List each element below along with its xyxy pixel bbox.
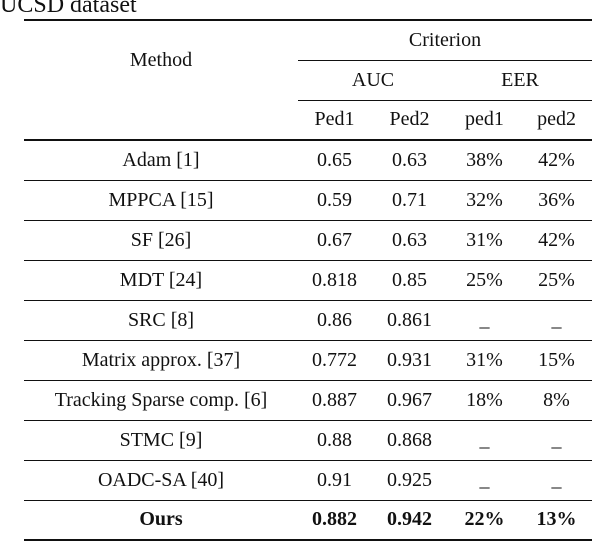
method-cell: MPPCA [15] — [108, 188, 214, 211]
value-cell: 0.86 — [317, 308, 352, 331]
sub-header-ped1-auc: Ped1 — [314, 108, 355, 131]
value-cell: 0.861 — [387, 308, 432, 331]
value-cell: 13% — [536, 508, 577, 531]
value-cell: 0.91 — [317, 468, 352, 491]
caption-rule — [24, 19, 592, 21]
method-header: Method — [129, 49, 193, 71]
value-cell: 0.65 — [317, 148, 352, 171]
value-cell: 42% — [538, 228, 575, 251]
eer-header: EER — [448, 60, 592, 101]
method-cell: MDT [24] — [119, 268, 203, 291]
table-row-ours: Ours 0.882 0.942 22% 13% — [24, 500, 592, 540]
value-cell: 36% — [538, 188, 575, 211]
results-table: Method Criterion AUC EER Ped1 Ped2 ped1 … — [24, 21, 592, 541]
value-cell: 0.887 — [312, 388, 357, 411]
value-cell: 0.67 — [317, 228, 352, 251]
table-row: Adam [1] 0.65 0.63 38% 42% — [24, 140, 592, 180]
method-cell: Tracking Sparse comp. [6] — [54, 388, 268, 411]
value-cell: 22% — [464, 508, 505, 531]
value-cell: 25% — [466, 268, 503, 291]
value-cell: 8% — [543, 388, 570, 411]
table-row: SRC [8] 0.86 0.861 _ _ — [24, 300, 592, 340]
value-cell: 15% — [538, 348, 575, 371]
sub-header-ped2-eer: ped2 — [537, 108, 576, 131]
table-row: STMC [9] 0.88 0.868 _ _ — [24, 420, 592, 460]
criterion-header: Criterion — [298, 21, 592, 61]
value-cell: 0.85 — [392, 268, 427, 291]
value-cell: 31% — [466, 228, 503, 251]
table-caption: UCSD dataset — [0, 0, 137, 18]
sub-header-ped1-eer: ped1 — [465, 108, 504, 131]
value-cell: 0.59 — [317, 188, 352, 211]
value-cell: 32% — [466, 188, 503, 211]
auc-header: AUC — [298, 60, 448, 101]
value-cell: 0.931 — [387, 348, 432, 371]
value-cell: 31% — [466, 348, 503, 371]
value-cell: 0.63 — [392, 148, 427, 171]
value-cell: 0.772 — [312, 348, 357, 371]
value-cell: 25% — [538, 268, 575, 291]
method-cell: STMC [9] — [119, 428, 203, 451]
value-cell: 0.967 — [387, 388, 432, 411]
method-cell: Matrix approx. [37] — [81, 348, 241, 371]
method-cell: Ours — [139, 508, 183, 531]
method-cell: OADC-SA [40] — [97, 468, 225, 491]
table-row: Tracking Sparse comp. [6] 0.887 0.967 18… — [24, 380, 592, 420]
value-cell: _ — [551, 308, 562, 331]
value-cell: 0.942 — [387, 508, 432, 531]
value-cell: 0.925 — [387, 468, 432, 491]
value-cell: 0.88 — [317, 428, 352, 451]
table-row: MDT [24] 0.818 0.85 25% 25% — [24, 260, 592, 300]
sub-header-ped2-auc: Ped2 — [389, 108, 430, 131]
value-cell: _ — [551, 428, 562, 451]
value-cell: 0.882 — [312, 508, 357, 531]
value-cell: _ — [479, 428, 490, 451]
value-cell: _ — [479, 308, 490, 331]
method-cell: SF [26] — [130, 228, 192, 251]
table-row: OADC-SA [40] 0.91 0.925 _ _ — [24, 460, 592, 500]
value-cell: 38% — [466, 148, 503, 171]
table-row: SF [26] 0.67 0.63 31% 42% — [24, 220, 592, 260]
method-cell: Adam [1] — [122, 148, 200, 171]
value-cell: _ — [551, 468, 562, 491]
value-cell: 0.818 — [312, 268, 357, 291]
value-cell: 0.71 — [392, 188, 427, 211]
table-row: Matrix approx. [37] 0.772 0.931 31% 15% — [24, 340, 592, 380]
value-cell: 18% — [466, 388, 503, 411]
value-cell: 0.63 — [392, 228, 427, 251]
method-cell: SRC [8] — [127, 308, 195, 331]
table-row: MPPCA [15] 0.59 0.71 32% 36% — [24, 180, 592, 220]
value-cell: 42% — [538, 148, 575, 171]
value-cell: _ — [479, 468, 490, 491]
value-cell: 0.868 — [387, 428, 432, 451]
